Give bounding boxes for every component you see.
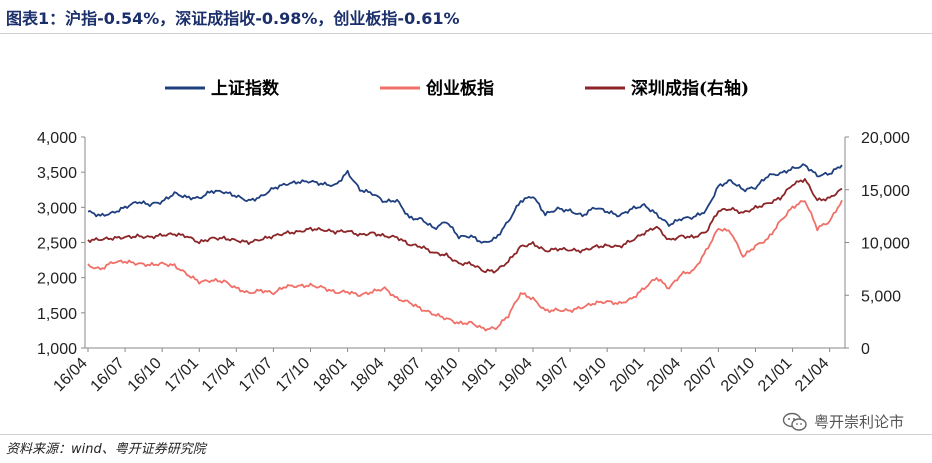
x-tick-label: 20/01 — [607, 355, 647, 395]
legend: 上证指数 创业板指 深圳成指(右轴) — [165, 78, 749, 99]
y-left-tick-label: 1,000 — [37, 341, 77, 358]
x-tick-label: 19/10 — [570, 355, 610, 395]
x-tick-label: 21/04 — [792, 355, 832, 395]
y-left-tick-label: 4,000 — [37, 130, 77, 147]
series-line-0 — [87, 163, 843, 244]
x-tick-label: 18/10 — [421, 355, 461, 395]
y-right-tick-label: 15,000 — [861, 183, 910, 200]
x-tick-label: 18/07 — [384, 355, 424, 395]
x-tick-label: 20/10 — [718, 355, 758, 395]
y-right-tick-label: 5,000 — [861, 288, 901, 305]
x-tick-label: 21/01 — [755, 355, 795, 395]
x-tick-label: 17/04 — [199, 355, 239, 395]
x-tick-label: 17/01 — [162, 355, 202, 395]
wechat-icon — [782, 412, 807, 431]
x-tick-label: 16/10 — [125, 355, 165, 395]
y-left-tick-label: 3,500 — [37, 165, 77, 182]
watermark-text: 粤开崇利论市 — [813, 413, 904, 431]
chart-title: 图表1：沪指-0.54%，深证成指收-0.98%，创业板指-0.61% — [6, 9, 460, 28]
top-divider — [0, 33, 932, 34]
line-chart: 上证指数 创业板指 深圳成指(右轴) 1,000 1,500 2,000 2,500 3,0… — [37, 78, 910, 395]
y-left-tick-label: 3,000 — [37, 200, 77, 217]
y-right-tick-label: 20,000 — [861, 130, 910, 147]
y-left-tick-label: 2,500 — [37, 236, 77, 253]
x-tick-label: 17/07 — [236, 355, 276, 395]
series-lines — [87, 163, 843, 332]
source-note: 资料来源：wind、粤开证券研究院 — [6, 442, 206, 457]
x-tick-label: 19/07 — [533, 355, 573, 395]
x-tick-label: 20/04 — [644, 355, 684, 395]
x-tick-label: 19/01 — [458, 355, 498, 395]
x-tick-label: 16/07 — [88, 355, 128, 395]
x-tick-label: 17/10 — [273, 355, 313, 395]
x-tick-label: 20/07 — [681, 355, 721, 395]
bottom-divider — [0, 434, 932, 435]
legend-label-1: 创业板指 — [425, 78, 494, 99]
axes: 1,000 1,500 2,000 2,500 3,000 3,500 4,000 0 5,00… — [37, 130, 910, 395]
x-tick-label: 16/04 — [50, 355, 90, 395]
x-tick-label: 18/01 — [310, 355, 350, 395]
series-line-2 — [87, 177, 843, 274]
y-right-tick-label: 10,000 — [861, 236, 910, 253]
y-right-tick-label: 0 — [861, 341, 870, 358]
y-left-tick-label: 1,500 — [37, 306, 77, 323]
x-tick-label: 19/04 — [495, 355, 535, 395]
series-line-1 — [87, 199, 843, 332]
legend-label-0: 上证指数 — [211, 78, 280, 99]
y-left-tick-label: 2,000 — [37, 271, 77, 288]
x-tick-label: 18/04 — [347, 355, 387, 395]
legend-label-2: 深圳成指(右轴) — [631, 78, 749, 99]
watermark: 粤开崇利论市 — [782, 411, 904, 432]
